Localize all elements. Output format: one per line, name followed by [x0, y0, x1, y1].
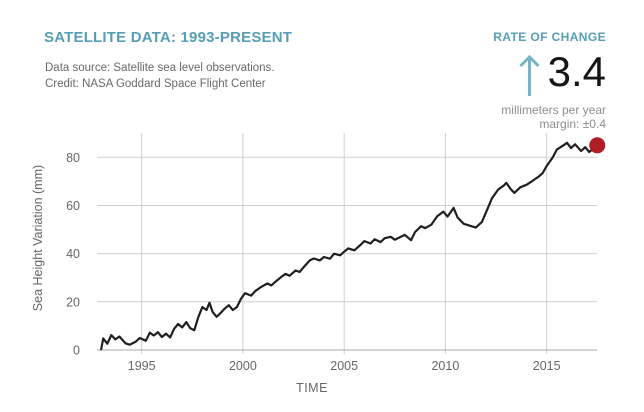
x-tick-label: 2015	[533, 359, 561, 373]
y-tick-label: 40	[66, 247, 80, 261]
x-tick-label: 2000	[229, 359, 257, 373]
rate-unit: millimeters per year	[501, 103, 606, 117]
data-source-note: Data source: Satellite sea level observa…	[45, 60, 274, 92]
rate-value-row: 3.4	[376, 51, 606, 98]
rate-heading: RATE OF CHANGE	[493, 30, 606, 44]
x-tick-label: 2005	[330, 359, 358, 373]
rate-margin: margin: ±0.4	[539, 117, 606, 131]
y-tick-label: 80	[66, 151, 80, 165]
sea-level-line	[100, 141, 599, 351]
x-tick-label: 1995	[128, 359, 156, 373]
y-axis-title: Sea Height Variation (mm)	[31, 164, 45, 312]
y-tick-label: 60	[66, 199, 80, 213]
rate-value: 3.4	[547, 48, 606, 95]
rate-of-change-panel: RATE OF CHANGE 3.4 millimeters per year …	[376, 30, 606, 131]
y-tick-label: 0	[73, 344, 80, 358]
x-axis-title: TIME	[296, 381, 328, 395]
data-source-line: Data source: Satellite sea level observa…	[45, 62, 275, 74]
up-arrow-icon	[516, 53, 543, 98]
credit-line: Credit: NASA Goddard Space Flight Center	[45, 78, 266, 90]
latest-data-point	[589, 137, 606, 154]
y-tick-label: 20	[66, 295, 80, 309]
page-title: SATELLITE DATA: 1993-PRESENT	[44, 29, 293, 46]
x-tick-label: 2010	[431, 359, 459, 373]
